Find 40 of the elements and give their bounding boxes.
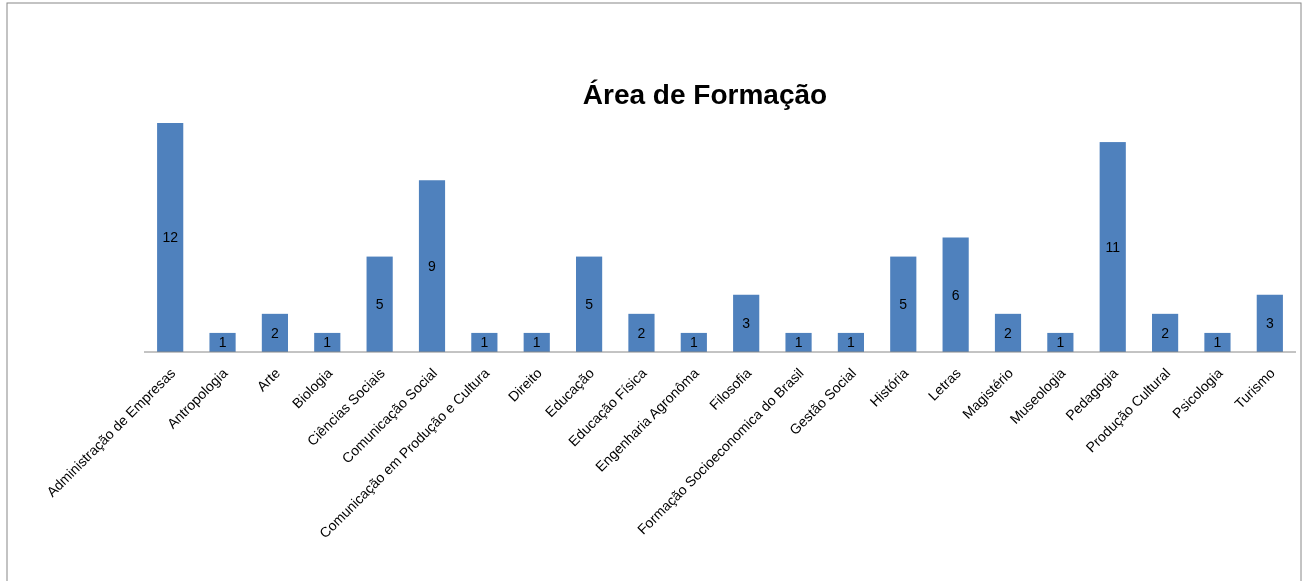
bar	[1152, 313, 1179, 352]
chart-title: Área de Formação	[582, 79, 828, 110]
bar	[994, 313, 1022, 352]
data-label: 5	[375, 296, 384, 313]
data-label: 3	[1265, 315, 1274, 332]
data-label: 1	[532, 334, 541, 351]
data-label: 9	[428, 258, 437, 275]
bar	[209, 332, 236, 352]
bar	[1204, 332, 1231, 352]
data-label: 1	[1213, 334, 1222, 351]
bar	[418, 180, 446, 352]
data-label: 6	[951, 286, 960, 303]
bar	[1099, 142, 1126, 352]
bar	[628, 313, 655, 352]
data-label: 11	[1105, 238, 1121, 255]
data-label: 1	[689, 334, 698, 351]
bar	[785, 332, 812, 352]
data-label: 1	[1056, 334, 1065, 351]
data-label: 1	[794, 334, 803, 351]
data-label: 2	[1004, 324, 1013, 341]
data-label: 5	[899, 296, 908, 313]
data-label: 2	[637, 324, 646, 341]
data-label: 2	[271, 324, 280, 341]
data-label: 2	[1161, 324, 1170, 341]
data-label: 1	[218, 334, 227, 351]
data-label: 1	[480, 334, 489, 351]
data-label: 1	[323, 334, 332, 351]
bar	[890, 256, 917, 352]
bar	[261, 313, 288, 352]
bar	[1256, 294, 1283, 352]
data-label: 3	[742, 315, 751, 332]
data-label: 5	[585, 296, 594, 313]
bar	[942, 237, 969, 352]
bar	[576, 256, 603, 352]
bar	[366, 256, 393, 352]
data-label: 1	[847, 334, 856, 351]
data-label: 12	[162, 229, 179, 246]
bar	[157, 123, 184, 352]
bar	[733, 294, 760, 352]
x-tick-label: Arte	[253, 364, 284, 395]
